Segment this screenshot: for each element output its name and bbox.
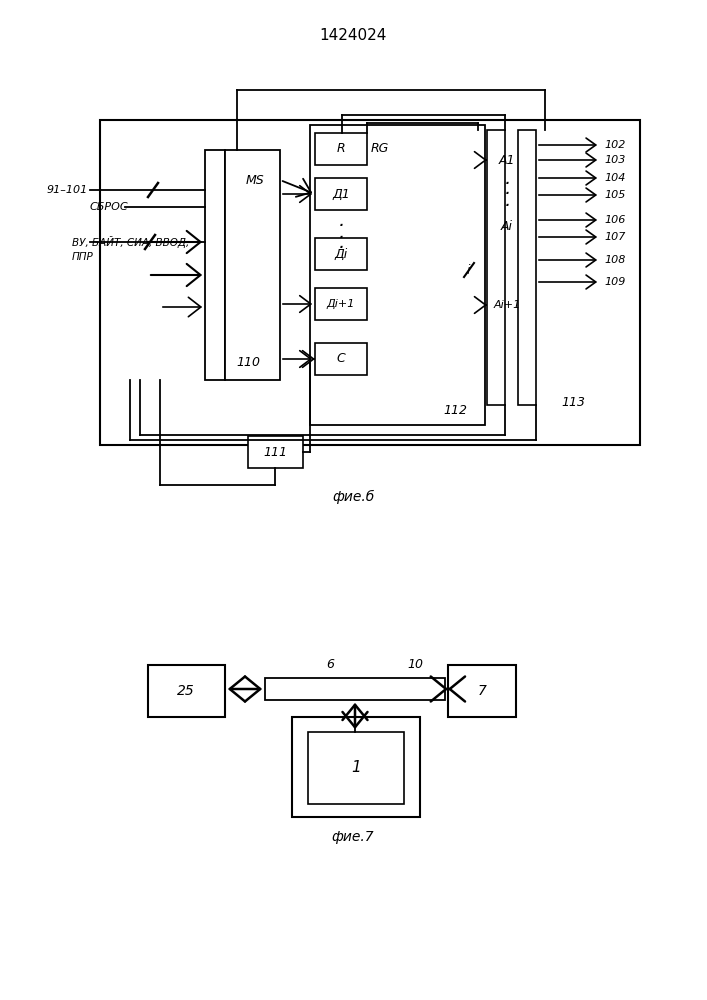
Bar [487,130,505,405]
Bar [315,238,367,270]
Text: 102: 102 [604,140,626,150]
Text: i: i [466,263,469,276]
Text: C: C [337,353,346,365]
Text: ·: · [338,229,344,247]
Text: Ai: Ai [501,221,513,233]
Text: 1: 1 [351,760,361,776]
Text: 111: 111 [263,446,287,458]
Text: 7: 7 [477,684,486,698]
Text: Д1: Д1 [332,188,350,200]
Bar [448,665,516,717]
Text: ППР: ППР [72,252,94,262]
Text: RG: RG [371,142,389,155]
Text: 108: 108 [604,255,626,265]
Bar [310,125,485,425]
Text: Дi+1: Дi+1 [327,299,355,309]
Bar [248,436,303,468]
Text: ·: · [504,186,510,205]
Text: 113: 113 [561,395,585,408]
Text: 109: 109 [604,277,626,287]
Text: ·: · [504,196,510,216]
Text: ·: · [338,218,344,236]
Bar [148,665,225,717]
Text: Дi: Дi [334,247,348,260]
Text: Ai+1: Ai+1 [493,300,520,310]
Text: 105: 105 [604,190,626,200]
Text: ·: · [338,239,344,258]
Bar [315,133,367,165]
Text: фие.б: фие.б [332,490,374,504]
Text: R: R [337,142,345,155]
Text: 106: 106 [604,215,626,225]
Text: 1424024: 1424024 [320,27,387,42]
Text: 91–101: 91–101 [47,185,88,195]
Bar [265,678,445,700]
Bar [315,343,367,375]
Text: 10: 10 [407,658,423,672]
Bar [100,120,640,445]
Bar [225,150,280,380]
Text: ·: · [504,174,510,194]
Bar [518,130,536,405]
Bar [315,288,367,320]
Text: ВУ, БАЙТ, СИА, ВВОД,: ВУ, БАЙТ, СИА, ВВОД, [72,236,189,248]
Text: 104: 104 [604,173,626,183]
Text: 112: 112 [443,403,467,416]
Bar [315,178,367,210]
Text: MS: MS [246,174,264,186]
Text: A1: A1 [498,153,515,166]
Text: фие.7: фие.7 [332,830,374,844]
Text: 110: 110 [236,356,260,368]
Bar [292,717,420,817]
Text: 25: 25 [177,684,195,698]
Bar [205,150,225,380]
Bar [308,732,404,804]
Text: 6: 6 [326,658,334,672]
Text: 107: 107 [604,232,626,242]
Text: СБРОС: СБРОС [90,202,129,212]
Text: 103: 103 [604,155,626,165]
